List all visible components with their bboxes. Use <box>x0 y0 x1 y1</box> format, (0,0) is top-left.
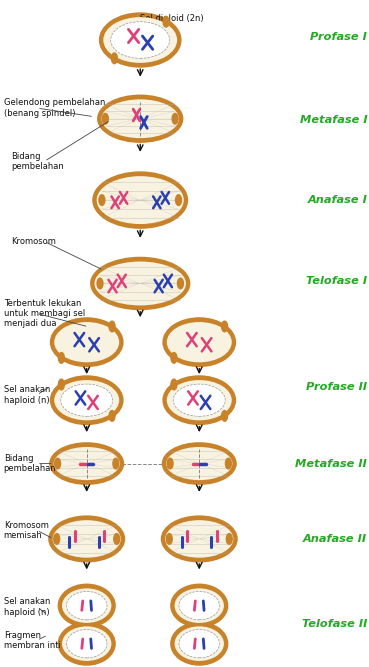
Ellipse shape <box>53 520 121 558</box>
Circle shape <box>111 53 117 63</box>
Circle shape <box>55 458 61 469</box>
Circle shape <box>222 411 228 422</box>
Text: Anafase I: Anafase I <box>307 195 367 205</box>
Ellipse shape <box>103 17 177 63</box>
Ellipse shape <box>62 588 111 623</box>
Ellipse shape <box>161 516 238 562</box>
Ellipse shape <box>90 257 190 310</box>
Text: Telofase I: Telofase I <box>306 277 367 286</box>
Circle shape <box>225 458 231 469</box>
Text: Metafase II: Metafase II <box>295 459 367 468</box>
Ellipse shape <box>54 447 120 480</box>
Circle shape <box>167 458 173 469</box>
Text: Profase I: Profase I <box>310 32 367 41</box>
Text: Telofase II: Telofase II <box>302 619 367 628</box>
Ellipse shape <box>50 376 124 425</box>
Circle shape <box>171 379 177 390</box>
Circle shape <box>109 321 115 331</box>
Text: Terbentuk lekukan
untuk membagi sel
menjadi dua: Terbentuk lekukan untuk membagi sel menj… <box>4 299 85 328</box>
Circle shape <box>226 534 232 544</box>
Text: Sel anakan
haploid (n): Sel anakan haploid (n) <box>4 385 50 405</box>
Circle shape <box>109 411 115 422</box>
Ellipse shape <box>48 516 125 562</box>
Ellipse shape <box>54 322 119 362</box>
Text: Gelendong pembelahan
(benang spindel): Gelendong pembelahan (benang spindel) <box>4 98 105 118</box>
Ellipse shape <box>162 376 236 425</box>
Ellipse shape <box>101 99 179 138</box>
Ellipse shape <box>66 592 107 620</box>
Circle shape <box>97 278 103 289</box>
Circle shape <box>163 17 169 27</box>
Ellipse shape <box>58 584 116 628</box>
Circle shape <box>177 278 183 289</box>
Ellipse shape <box>99 13 182 67</box>
Ellipse shape <box>175 626 224 661</box>
Circle shape <box>176 195 182 205</box>
Ellipse shape <box>170 584 228 628</box>
Circle shape <box>172 113 178 124</box>
Ellipse shape <box>49 442 124 485</box>
Ellipse shape <box>167 322 232 362</box>
Ellipse shape <box>179 592 220 620</box>
Ellipse shape <box>97 176 184 224</box>
Ellipse shape <box>58 622 116 666</box>
Text: Metafase I: Metafase I <box>300 115 367 125</box>
Text: Sel anakan
haploid (n): Sel anakan haploid (n) <box>4 597 50 617</box>
Ellipse shape <box>66 630 107 658</box>
Ellipse shape <box>97 95 183 143</box>
Ellipse shape <box>92 171 188 229</box>
Circle shape <box>113 458 119 469</box>
Text: Sel diploid (2n): Sel diploid (2n) <box>140 14 204 23</box>
Circle shape <box>58 353 64 364</box>
Ellipse shape <box>170 622 228 666</box>
Ellipse shape <box>166 447 232 480</box>
Ellipse shape <box>54 380 119 420</box>
Circle shape <box>222 321 228 331</box>
Text: Kromosom
memisah: Kromosom memisah <box>4 520 49 540</box>
Ellipse shape <box>50 317 124 367</box>
Text: Bidang
pembelahan: Bidang pembelahan <box>4 454 56 474</box>
Circle shape <box>58 379 64 390</box>
Ellipse shape <box>167 380 232 420</box>
Circle shape <box>166 534 172 544</box>
Ellipse shape <box>111 22 170 58</box>
Ellipse shape <box>165 520 233 558</box>
Ellipse shape <box>173 384 225 416</box>
Text: Bidang
pembelahan: Bidang pembelahan <box>11 151 64 171</box>
Text: Fragmen
membran inti: Fragmen membran inti <box>4 630 61 650</box>
Ellipse shape <box>94 261 186 305</box>
Ellipse shape <box>62 626 111 661</box>
Circle shape <box>102 113 108 124</box>
Circle shape <box>171 353 177 364</box>
Text: Anafase II: Anafase II <box>303 534 367 544</box>
Ellipse shape <box>61 384 113 416</box>
Circle shape <box>99 195 105 205</box>
Circle shape <box>54 534 60 544</box>
Text: Kromosom: Kromosom <box>11 237 56 246</box>
Ellipse shape <box>179 630 220 658</box>
Ellipse shape <box>162 442 237 485</box>
Ellipse shape <box>175 588 224 623</box>
Ellipse shape <box>162 317 236 367</box>
Text: Profase II: Profase II <box>306 382 367 392</box>
Circle shape <box>114 534 120 544</box>
